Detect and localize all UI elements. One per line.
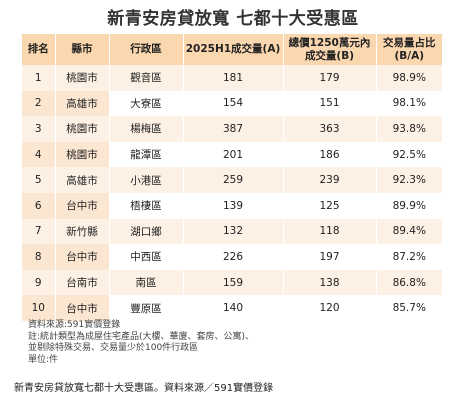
cell-volume-a: 132 bbox=[183, 218, 284, 245]
cell-city: 台南市 bbox=[55, 269, 110, 296]
cell-rank: 3 bbox=[22, 116, 56, 142]
table-row: 6 台中市 梧棲區 139 125 89.9% bbox=[22, 192, 442, 219]
cell-district: 大寮區 bbox=[109, 90, 184, 117]
table-row: 8 台中市 中西區 226 197 87.2% bbox=[22, 244, 442, 270]
table-row: 7 新竹縣 湖口鄉 132 118 89.4% bbox=[22, 218, 442, 245]
ranking-table: 排名 縣市 行政區 2025H1成交量(A) 總價1250萬元內成交量(B) 交… bbox=[22, 34, 442, 321]
cell-volume-b: 197 bbox=[283, 244, 377, 270]
cell-ratio: 89.9% bbox=[376, 192, 442, 219]
table-header-row: 排名 縣市 行政區 2025H1成交量(A) 總價1250萬元內成交量(B) 交… bbox=[22, 34, 442, 65]
cell-district: 湖口鄉 bbox=[109, 218, 184, 245]
cell-rank: 2 bbox=[22, 90, 56, 117]
cell-city: 新竹縣 bbox=[55, 218, 110, 245]
cell-district: 南區 bbox=[109, 269, 184, 296]
cell-ratio: 98.9% bbox=[376, 65, 442, 91]
table-row: 10 台中市 豐原區 140 120 85.7% bbox=[22, 295, 442, 321]
cell-district: 梧棲區 bbox=[109, 192, 184, 219]
cell-volume-a: 201 bbox=[183, 141, 284, 168]
cell-rank: 9 bbox=[22, 269, 56, 296]
header-volume-a: 2025H1成交量(A) bbox=[183, 34, 284, 65]
cell-city: 高雄市 bbox=[55, 90, 110, 117]
cell-volume-a: 140 bbox=[183, 295, 284, 321]
cell-ratio: 87.2% bbox=[376, 244, 442, 270]
cell-volume-b: 186 bbox=[283, 141, 377, 168]
cell-volume-b: 363 bbox=[283, 116, 377, 142]
table-row: 2 高雄市 大寮區 154 151 98.1% bbox=[22, 90, 442, 117]
header-volume-b: 總價1250萬元內成交量(B) bbox=[283, 34, 377, 65]
cell-volume-a: 259 bbox=[183, 167, 284, 193]
cell-district: 豐原區 bbox=[109, 295, 184, 321]
note-source: 資料來源:591實價登錄 bbox=[28, 320, 121, 330]
cell-district: 小港區 bbox=[109, 167, 184, 193]
cell-ratio: 92.3% bbox=[376, 167, 442, 193]
cell-volume-a: 154 bbox=[183, 90, 284, 117]
cell-ratio: 89.4% bbox=[376, 218, 442, 245]
cell-ratio: 85.7% bbox=[376, 295, 442, 321]
cell-city: 台中市 bbox=[55, 244, 110, 270]
cell-volume-b: 120 bbox=[283, 295, 377, 321]
cell-volume-a: 226 bbox=[183, 244, 284, 270]
cell-city: 台中市 bbox=[55, 192, 110, 219]
cell-rank: 10 bbox=[22, 295, 56, 321]
cell-ratio: 92.5% bbox=[376, 141, 442, 168]
header-ratio: 交易量占比(B/A) bbox=[376, 34, 442, 65]
cell-rank: 6 bbox=[22, 192, 56, 219]
header-district: 行政區 bbox=[109, 34, 184, 65]
table-row: 4 桃園市 龍潭區 201 186 92.5% bbox=[22, 141, 442, 168]
cell-city: 桃園市 bbox=[55, 65, 110, 91]
cell-volume-a: 139 bbox=[183, 192, 284, 219]
notes: 資料來源:591實價登錄 註:統計類型為成屋住宅產品(大樓、華廈、套房、公寓)、… bbox=[28, 320, 448, 366]
cell-city: 桃園市 bbox=[55, 141, 110, 168]
cell-city: 台中市 bbox=[55, 295, 110, 321]
table-row: 3 桃園市 楊梅區 387 363 93.8% bbox=[22, 116, 442, 142]
cell-volume-b: 179 bbox=[283, 65, 377, 91]
cell-volume-a: 387 bbox=[183, 116, 284, 142]
cell-volume-b: 151 bbox=[283, 90, 377, 117]
note-unit: 單位:件 bbox=[28, 354, 59, 365]
header-rank: 排名 bbox=[22, 34, 56, 65]
cell-rank: 7 bbox=[22, 218, 56, 245]
cell-rank: 8 bbox=[22, 244, 56, 270]
cell-district: 龍潭區 bbox=[109, 141, 184, 168]
page-title: 新青安房貸放寬 七都十大受惠區 bbox=[107, 9, 359, 29]
table-row: 1 桃園市 觀音區 181 179 98.9% bbox=[22, 65, 442, 91]
cell-volume-a: 181 bbox=[183, 65, 284, 91]
note-definition: 註:統計類型為成屋住宅產品(大樓、華廈、套房、公寓)、 bbox=[28, 331, 255, 342]
cell-volume-b: 138 bbox=[283, 269, 377, 296]
cell-volume-b: 239 bbox=[283, 167, 377, 193]
cell-district: 觀音區 bbox=[109, 65, 184, 91]
cell-city: 高雄市 bbox=[55, 167, 110, 193]
cell-ratio: 98.1% bbox=[376, 90, 442, 117]
table-row: 9 台南市 南區 159 138 86.8% bbox=[22, 269, 442, 296]
header-city: 縣市 bbox=[55, 34, 110, 65]
cell-rank: 5 bbox=[22, 167, 56, 193]
cell-volume-b: 118 bbox=[283, 218, 377, 245]
cell-rank: 1 bbox=[22, 65, 56, 91]
table-row: 5 高雄市 小港區 259 239 92.3% bbox=[22, 167, 442, 193]
cell-city: 桃園市 bbox=[55, 116, 110, 142]
cell-district: 中西區 bbox=[109, 244, 184, 270]
cell-rank: 4 bbox=[22, 141, 56, 168]
cell-ratio: 86.8% bbox=[376, 269, 442, 296]
cell-district: 楊梅區 bbox=[109, 116, 184, 142]
note-exclusion: 並剔除特殊交易、交易量少於100件行政區 bbox=[28, 343, 199, 353]
cell-ratio: 93.8% bbox=[376, 116, 442, 142]
cell-volume-a: 159 bbox=[183, 269, 284, 296]
cell-volume-b: 125 bbox=[283, 192, 377, 219]
image-caption: 新青安房貸放寬七都十大受惠區。資料來源／591實價登錄 bbox=[14, 383, 274, 394]
